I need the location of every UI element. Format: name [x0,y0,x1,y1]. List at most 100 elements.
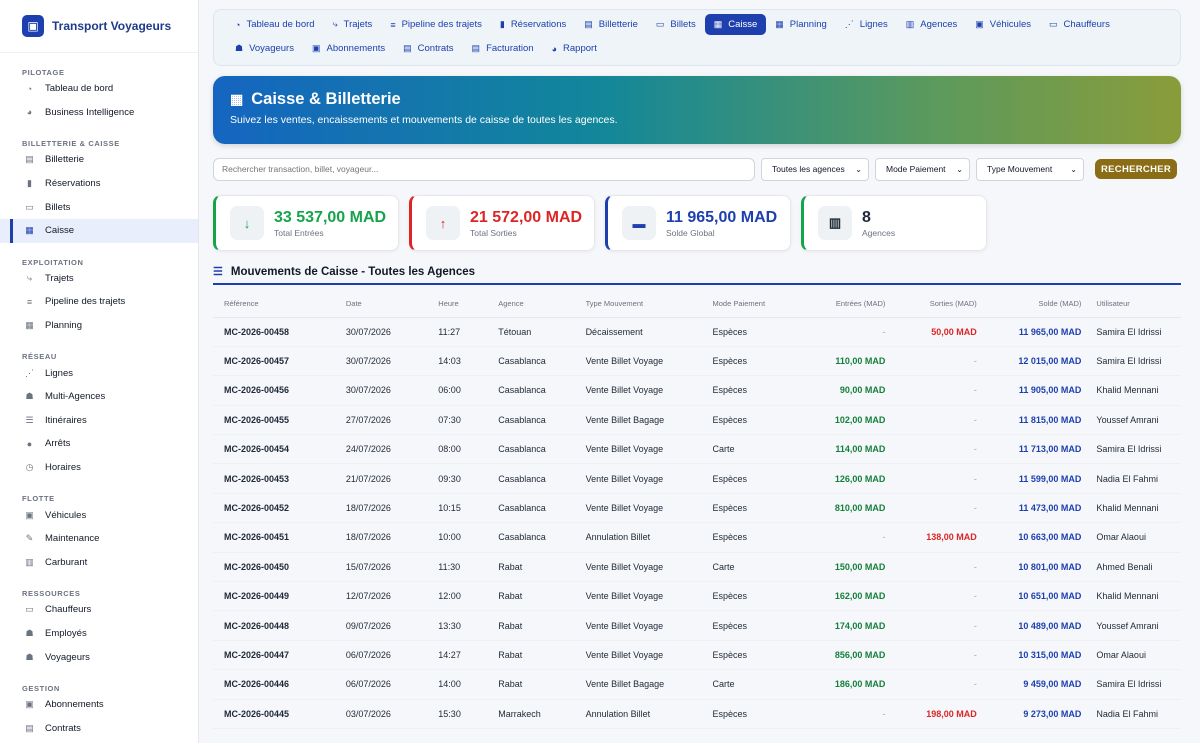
column-header-agence[interactable]: Agence [487,291,575,318]
column-header-utilisateur[interactable]: Utilisateur [1085,291,1181,318]
sidebar-item-itineraires[interactable]: ☰ Itinéraires [0,409,198,433]
bookmark-icon: ▮ [499,19,505,29]
cell-time: 12:00 [427,581,488,612]
sidebar-item-billets[interactable]: ▭ Billets [0,195,198,219]
sidebar-item-label: Chauffeurs [45,604,92,616]
table-row[interactable]: MC-2026-00458 30/07/2026 11:27 Tétouan Décai… [213,317,1181,347]
cell-user: Youssef Amrani [1085,610,1181,641]
column-header-reference[interactable]: Référence [213,291,335,318]
sidebar-item-abonnements[interactable]: ▣ Abonnements [0,693,198,717]
sidebar-item-contrats[interactable]: ▤ Contrats [0,716,198,740]
tab-abonnements[interactable]: ▣ Abonnements [303,38,394,59]
sidebar-item-business-intelligence[interactable]: ◕ Business Intelligence [0,101,198,125]
sidebar-item-label: Abonnements [45,699,104,711]
tab-pipeline-des-trajets[interactable]: ≡ Pipeline des trajets [381,14,491,35]
sidebar-item-lignes[interactable]: ⋰ Lignes [0,361,198,385]
clock-icon: ◷ [25,462,34,473]
sidebar-item-pipeline-des-trajets[interactable]: ≡ Pipeline des trajets [0,290,198,314]
tab-voyageurs[interactable]: ☗ Voyageurs [226,38,303,59]
sidebar-item-caisse[interactable]: ▦ Caisse [0,218,198,243]
cell-reference: MC-2026-00452 [213,493,335,524]
search-input[interactable] [213,157,755,181]
cell-movement-type: Vente Billet Voyage [574,346,702,377]
tab-tableau-de-bord[interactable]: ◔ Tableau de bord [226,14,324,35]
cell-time: 11:30 [427,552,488,583]
tab-planning[interactable]: ▦ Planning [766,14,836,35]
list-icon: ☰ [213,266,223,278]
id-card-icon: ▭ [25,604,34,615]
table-row[interactable]: MC-2026-00448 09/07/2026 13:30 Rabat Vente B… [213,610,1181,641]
sidebar-item-voyageurs[interactable]: ☗ Voyageurs [0,645,198,669]
table-row[interactable]: MC-2026-00445 03/07/2026 15:30 Marrakech Ann… [213,699,1181,729]
column-header-type-mouvement[interactable]: Type Mouvement [574,291,702,318]
cell-time: 14:03 [427,346,488,377]
column-header-solde-mad[interactable]: Solde (MAD) [980,291,1086,318]
sidebar-item-planning[interactable]: ▦ Planning [0,314,198,338]
column-header-entrees-mad[interactable]: Entrées (MAD) [818,291,890,318]
sidebar-item-reservations[interactable]: ▮ Réservations [0,172,198,196]
tab-rapport[interactable]: ◕ Rapport [543,38,606,59]
sidebar-item-chauffeurs[interactable]: ▭ Chauffeurs [0,598,198,622]
filter-bar: Toutes les agences ⌄ Mode Paiement ⌄ Typ… [213,157,1181,181]
sidebar-item-vehicules[interactable]: ▣ Véhicules [0,503,198,527]
cell-income: 102,00 MAD [818,405,890,436]
column-header-mode-paiement[interactable]: Mode Paiement [701,291,819,318]
tab-label: Chauffeurs [1063,19,1110,30]
table-row[interactable]: MC-2026-00446 06/07/2026 14:00 Rabat Vente B… [213,669,1181,700]
sidebar-item-maintenance[interactable]: ✎ Maintenance [0,527,198,551]
tab-lignes[interactable]: ⋰ Lignes [836,14,897,35]
tab-billets[interactable]: ▭ Billets [647,14,705,35]
cell-time: 13:30 [427,610,488,641]
movement-type-select[interactable]: Type Mouvement ⌄ [976,157,1084,181]
cell-time: 09:30 [427,463,488,494]
stats-cards: ↓ 33 537,00 MAD Total Entrées ↑ 21 572,00 MA… [213,195,1181,251]
payment-mode-select[interactable]: Mode Paiement ⌄ [875,157,970,181]
sidebar-item-horaires[interactable]: ◷ Horaires [0,456,198,480]
column-header-sorties-mad[interactable]: Sorties (MAD) [889,291,981,318]
cell-movement-type: Annulation Billet [574,522,702,553]
table-row[interactable]: MC-2026-00452 18/07/2026 10:15 Casablanca Ve… [213,493,1181,524]
cell-movement-type: Vente Billet Bagage [574,405,702,436]
table-row[interactable]: MC-2026-00455 27/07/2026 07:30 Casablanca Ve… [213,405,1181,436]
tab-facturation[interactable]: ▤ Facturation [463,38,543,59]
sidebar-item-trajets[interactable]: ⤷ Trajets [0,267,198,291]
sidebar-section-title: RÉSEAU [22,352,57,362]
column-header-heure[interactable]: Heure [427,291,488,318]
table-row[interactable]: MC-2026-00451 18/07/2026 10:00 Casablanca An… [213,522,1181,553]
sidebar-item-arrets[interactable]: ● Arrêts [0,432,198,456]
sidebar-item-billetterie[interactable]: ▤ Billetterie [0,148,198,172]
tab-billetterie[interactable]: ▤ Billetterie [575,14,647,35]
tab-caisse[interactable]: ▦ Caisse [704,14,767,35]
brand[interactable]: ▣ Transport Voyageurs [0,0,198,53]
tab-agences[interactable]: ▥ Agences [897,14,967,35]
tab-reservations[interactable]: ▮ Réservations [491,14,575,35]
table-row[interactable]: MC-2026-00457 30/07/2026 14:03 Casablanca Ve… [213,346,1181,377]
sidebar-item-multi-agences[interactable]: ☗ Multi-Agences [0,385,198,409]
brand-name: Transport Voyageurs [52,19,172,33]
cell-user: Samira El Idrissi [1085,346,1181,377]
agency-select[interactable]: Toutes les agences ⌄ [761,157,869,181]
cell-expense: - [889,375,981,406]
sidebar-item-carburant[interactable]: ▥ Carburant [0,551,198,575]
table-row[interactable]: MC-2026-00449 12/07/2026 12:00 Rabat Vente B… [213,581,1181,612]
table-row[interactable]: MC-2026-00456 30/07/2026 06:00 Casablanca Ve… [213,375,1181,406]
cell-expense: - [889,346,981,377]
tab-chauffeurs[interactable]: ▭ Chauffeurs [1040,14,1119,35]
sidebar-item-tableau-de-bord[interactable]: ◔ Tableau de bord [0,77,198,101]
table-row[interactable]: MC-2026-00454 24/07/2026 08:00 Casablanca Ve… [213,434,1181,465]
table-row[interactable]: MC-2026-00447 06/07/2026 14:27 Rabat Vente B… [213,640,1181,671]
column-header-date[interactable]: Date [334,291,428,318]
table-row[interactable]: MC-2026-00450 15/07/2026 11:30 Rabat Vente B… [213,552,1181,583]
tab-trajets[interactable]: ⤷ Trajets [324,14,382,35]
sidebar-item-employes[interactable]: ☗ Employés [0,622,198,646]
tab-vehicules[interactable]: ▣ Véhicules [966,14,1040,35]
table-row[interactable]: MC-2026-00453 21/07/2026 09:30 Casablanca Ve… [213,463,1181,494]
cell-income: 150,00 MAD [818,552,890,583]
cell-reference: MC-2026-00446 [213,669,335,700]
tab-contrats[interactable]: ▤ Contrats [394,38,462,59]
cell-movement-type: Vente Billet Voyage [574,463,702,494]
network-icon: ⋰ [25,367,34,378]
search-button[interactable]: RECHERCHER [1095,159,1178,179]
stat-value: 21 572,00 MAD [470,208,583,226]
cell-reference: MC-2026-00453 [213,463,335,494]
